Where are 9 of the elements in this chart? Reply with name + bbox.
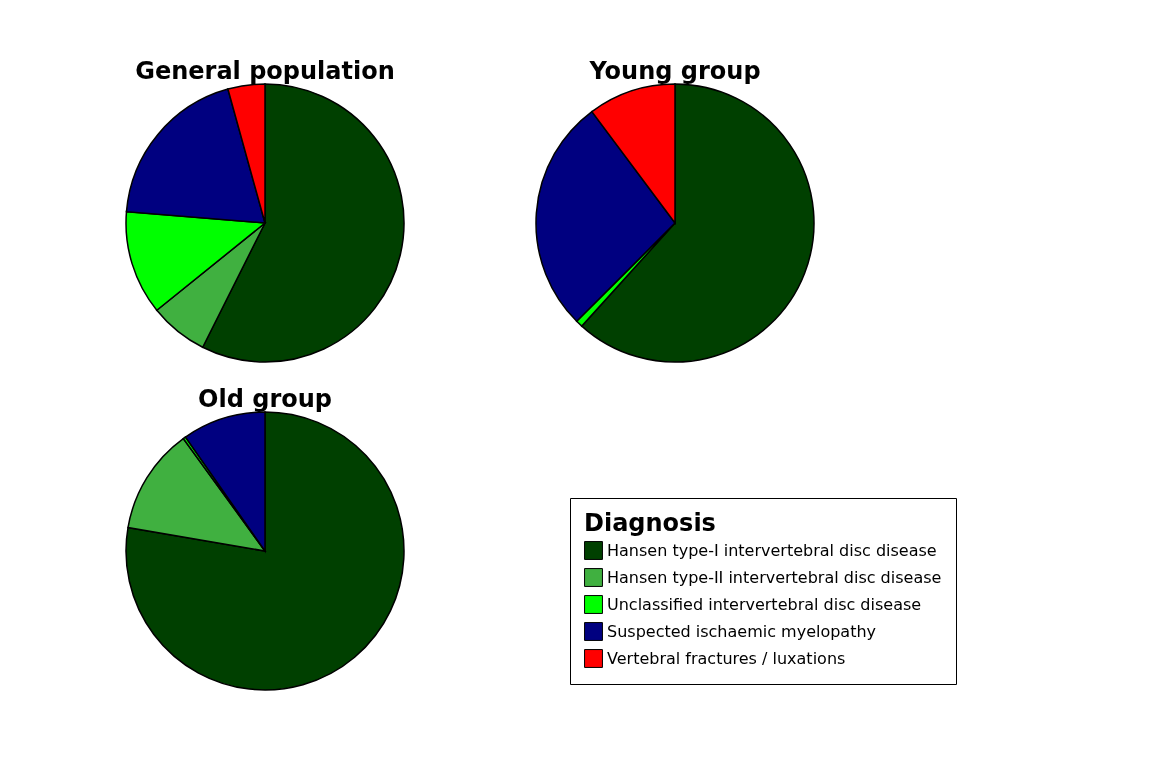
slice-label: Old group xyxy=(198,385,332,413)
legend-label: Unclassified intervertebral disc disease xyxy=(607,594,922,614)
slice-label: Young group xyxy=(588,57,761,85)
legend-label: Hansen type-I intervertebral disc disease xyxy=(607,540,937,560)
legend-title: Diagnosis xyxy=(584,509,716,537)
legend-label: Vertebral fractures / luxations xyxy=(607,648,846,668)
legend-label: Suspected ischaemic myelopathy xyxy=(607,621,877,641)
slice-label: General population xyxy=(135,57,395,85)
legend-label: Hansen type-II intervertebral disc disease xyxy=(607,567,942,587)
